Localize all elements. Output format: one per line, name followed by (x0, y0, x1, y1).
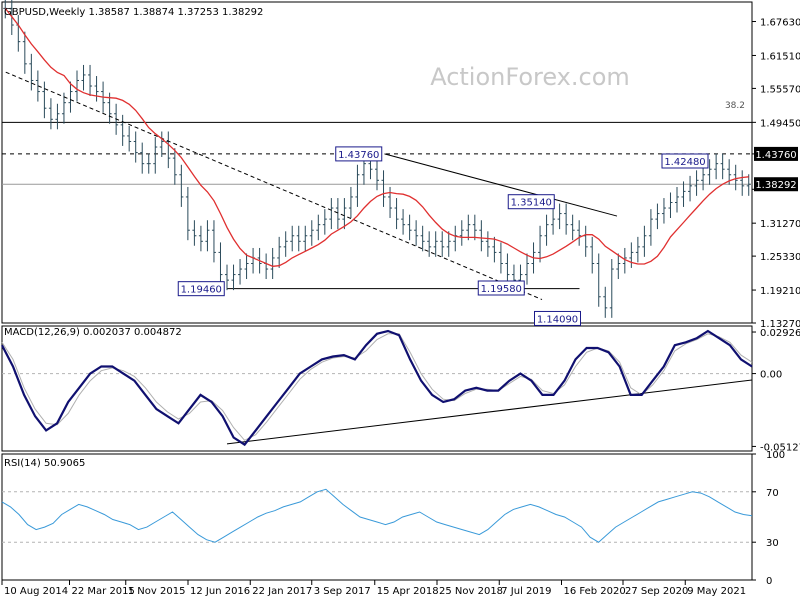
price-callout-label: 1.43760 (338, 150, 379, 161)
main-y-tick-label: 1.13270 (760, 319, 800, 330)
x-tick-label: 15 Apr 2018 (377, 586, 439, 597)
x-tick-label: 12 Jun 2016 (190, 586, 250, 597)
main-y-tick-label: 1.19210 (760, 286, 800, 297)
x-tick-label: 10 Aug 2014 (4, 586, 68, 597)
x-tick-label: 16 Feb 2020 (564, 586, 626, 597)
price-callout-box (507, 194, 555, 210)
price-tag-label: 1.38292 (755, 180, 796, 191)
price-callout-label: 1.19580 (481, 284, 522, 295)
main-y-tick-label: 1.31270 (760, 219, 800, 230)
moving-average-line (4, 7, 749, 267)
macd-line (1, 329, 753, 447)
macd-y-tick-label: -0.051279 (760, 442, 800, 453)
main-header: GBPUSD,Weekly 1.38587 1.38874 1.37253 1.… (4, 7, 263, 18)
macd-trendline (226, 379, 753, 445)
main-y-tick-label: 1.49450 (760, 118, 800, 129)
main-y-tick-label: 1.61510 (760, 51, 800, 62)
rsi-header: RSI(14) 50.9065 (4, 458, 85, 469)
watermark: ActionForex.com (430, 63, 630, 91)
panel-frame (1, 1, 753, 324)
price-tag-label: 1.43760 (755, 150, 796, 161)
rsi-line (1, 488, 753, 543)
rsi-y-tick-label: 0 (766, 576, 772, 587)
price-callout-label: 1.35140 (511, 198, 552, 209)
labels: 1.67630 1.61510 1.55570 1.49450 1.31270 1.253… (4, 18, 800, 597)
x-tick-label: 27 Sep 2020 (625, 586, 688, 597)
macd-signal-line (1, 333, 753, 441)
macd-y-tick-label: 0.029261 (760, 328, 800, 339)
price-callout-label: 1.42480 (664, 157, 705, 168)
panel-frame (1, 453, 753, 581)
price-callout-box (335, 146, 383, 162)
fib-label: 38.2 (725, 101, 745, 111)
price-bars (3, 0, 751, 318)
x-tick-label: 3 Sep 2017 (314, 586, 371, 597)
falling-trendline (384, 153, 618, 217)
x-tick-label: 9 May 2021 (687, 586, 746, 597)
price-callout-label: 1.19460 (181, 285, 222, 296)
x-tick-label: 22 Mar 2015 (72, 586, 135, 597)
x-tick-label: 22 Jan 2017 (252, 586, 312, 597)
x-tick-label: 1 Nov 2015 (128, 586, 186, 597)
main-y-tick-label: 1.55570 (760, 84, 800, 95)
lines (1, 7, 753, 543)
price-callout-box (477, 280, 525, 296)
price-callout-box (177, 281, 225, 297)
main-y-tick-label: 1.25330 (760, 252, 800, 263)
rsi-y-tick-label: 70 (766, 488, 779, 499)
main-y-tick-label: 1.67630 (760, 18, 800, 29)
x-tick-label: 25 Nov 2018 (439, 586, 503, 597)
rsi-y-tick-label: 100 (766, 450, 785, 461)
price-callout-box (534, 310, 581, 326)
macd-y-tick-label: 0.00 (760, 370, 782, 381)
grid (1, 1, 756, 585)
dashed-downtrend-line (5, 71, 543, 301)
rsi-y-tick-label: 30 (766, 538, 779, 549)
x-tick-label: 7 Jul 2019 (501, 586, 551, 597)
price-tag-box (754, 177, 798, 192)
macd-header: MACD(12,26,9) 0.002037 0.004872 (4, 327, 182, 338)
price-tag-box (754, 146, 798, 161)
price-callout-box (661, 153, 709, 169)
price-callout-label: 1.14090 (537, 314, 578, 325)
panel-frame (1, 325, 753, 452)
